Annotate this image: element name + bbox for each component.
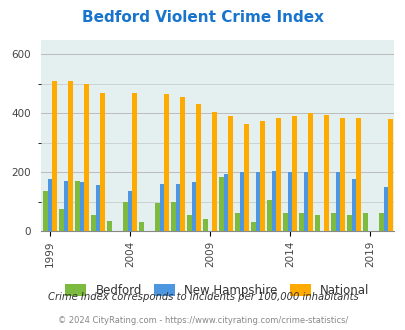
Bar xyxy=(219,177,223,231)
Bar xyxy=(52,81,57,231)
Bar xyxy=(160,184,164,231)
Bar xyxy=(298,213,303,231)
Bar xyxy=(323,115,328,231)
Bar xyxy=(260,120,264,231)
Bar xyxy=(48,180,52,231)
Text: Bedford Violent Crime Index: Bedford Violent Crime Index xyxy=(82,10,323,25)
Bar xyxy=(351,180,355,231)
Bar xyxy=(303,172,307,231)
Bar xyxy=(175,184,180,231)
Bar xyxy=(203,219,207,231)
Bar xyxy=(244,123,248,231)
Bar xyxy=(383,187,387,231)
Bar xyxy=(128,191,132,231)
Bar xyxy=(132,93,136,231)
Bar xyxy=(223,174,228,231)
Bar xyxy=(196,104,200,231)
Bar xyxy=(346,215,351,231)
Bar xyxy=(251,222,255,231)
Bar xyxy=(239,172,244,231)
Bar xyxy=(255,172,260,231)
Bar xyxy=(287,172,292,231)
Bar xyxy=(123,202,128,231)
Bar xyxy=(43,191,48,231)
Bar xyxy=(96,185,100,231)
Bar xyxy=(155,203,160,231)
Bar xyxy=(362,213,367,231)
Bar xyxy=(307,113,312,231)
Bar xyxy=(80,182,84,231)
Bar xyxy=(164,94,168,231)
Bar xyxy=(275,117,280,231)
Bar xyxy=(59,209,64,231)
Bar xyxy=(271,171,275,231)
Bar xyxy=(314,215,319,231)
Bar xyxy=(64,181,68,231)
Bar xyxy=(84,84,89,231)
Bar xyxy=(187,215,191,231)
Bar xyxy=(100,93,104,231)
Bar xyxy=(91,215,96,231)
Text: Crime Index corresponds to incidents per 100,000 inhabitants: Crime Index corresponds to incidents per… xyxy=(47,292,358,302)
Text: © 2024 CityRating.com - https://www.cityrating.com/crime-statistics/: © 2024 CityRating.com - https://www.city… xyxy=(58,316,347,325)
Bar xyxy=(335,172,339,231)
Bar xyxy=(330,213,335,231)
Bar xyxy=(355,117,360,231)
Bar xyxy=(266,200,271,231)
Bar xyxy=(292,116,296,231)
Bar xyxy=(339,117,344,231)
Bar xyxy=(171,202,175,231)
Bar xyxy=(212,112,216,231)
Bar xyxy=(387,119,392,231)
Bar xyxy=(228,116,232,231)
Bar xyxy=(191,182,196,231)
Legend: Bedford, New Hampshire, National: Bedford, New Hampshire, National xyxy=(60,279,373,302)
Bar xyxy=(234,213,239,231)
Bar xyxy=(180,97,184,231)
Bar xyxy=(378,213,383,231)
Bar xyxy=(107,221,112,231)
Bar xyxy=(283,213,287,231)
Bar xyxy=(68,81,73,231)
Bar xyxy=(75,181,80,231)
Bar xyxy=(139,222,143,231)
